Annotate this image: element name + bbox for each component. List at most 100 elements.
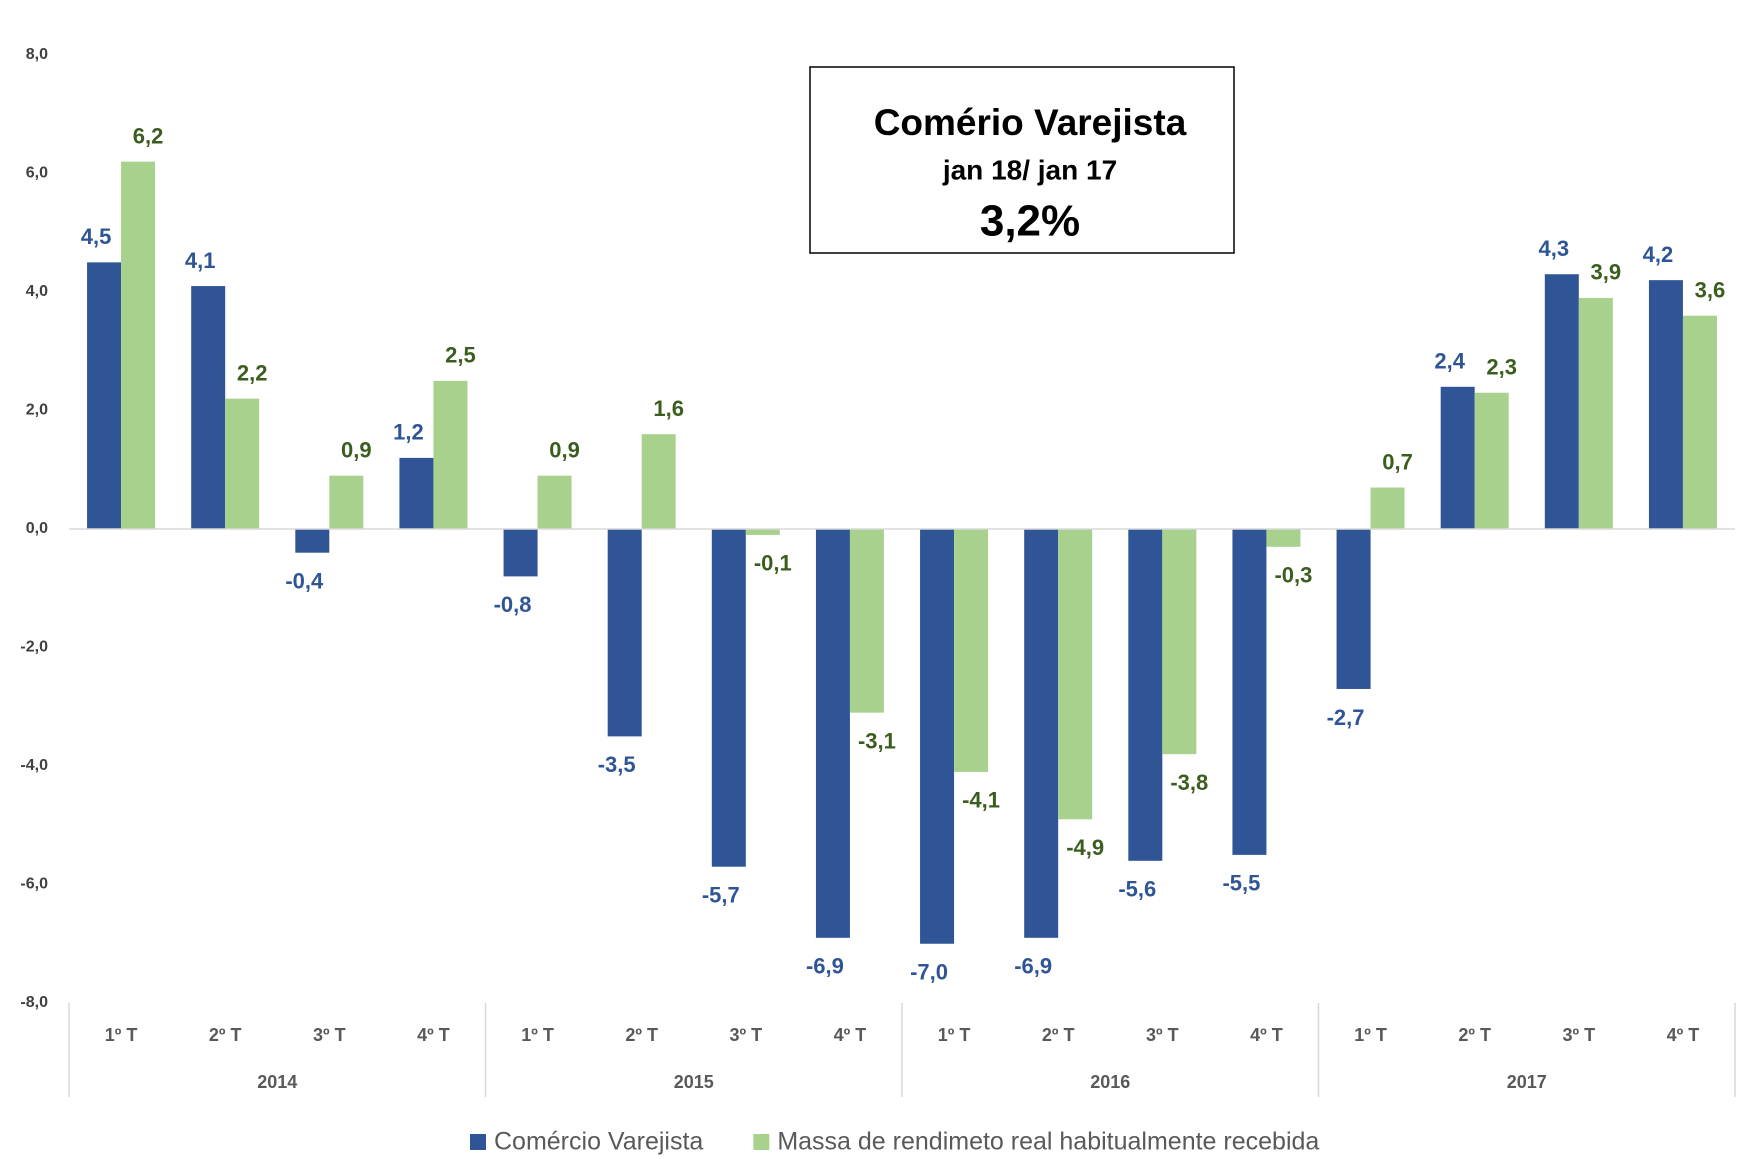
bar bbox=[1336, 529, 1371, 689]
bar bbox=[225, 398, 260, 529]
x-tick-label: 3º T bbox=[313, 1025, 346, 1045]
data-label: 3,6 bbox=[1695, 278, 1726, 303]
data-label: 0,9 bbox=[549, 437, 580, 462]
bar bbox=[1682, 315, 1717, 529]
data-label: -5,5 bbox=[1222, 871, 1260, 896]
y-tick-label: 6,0 bbox=[26, 165, 48, 182]
data-label: 0,7 bbox=[1382, 449, 1413, 474]
data-label: 6,2 bbox=[133, 123, 164, 148]
bar bbox=[1232, 529, 1267, 855]
bar bbox=[1024, 529, 1059, 938]
bar bbox=[1058, 529, 1093, 820]
bar bbox=[815, 529, 850, 938]
legend-label: Comércio Varejista bbox=[494, 1128, 703, 1156]
x-tick-label: 3º T bbox=[730, 1025, 763, 1045]
bar bbox=[607, 529, 642, 737]
data-label: -3,1 bbox=[858, 728, 896, 753]
bar bbox=[1474, 392, 1509, 529]
data-label: -5,7 bbox=[702, 883, 740, 908]
x-tick-label: 4º T bbox=[834, 1025, 867, 1045]
data-label: -3,5 bbox=[598, 752, 636, 777]
y-tick-label: 4,0 bbox=[26, 283, 48, 300]
legend-swatch bbox=[753, 1134, 770, 1150]
bar bbox=[1266, 529, 1301, 547]
data-label: 3,9 bbox=[1591, 260, 1622, 285]
legend-label: Massa de rendimeto real habitualmente re… bbox=[777, 1128, 1319, 1156]
data-label: -3,8 bbox=[1170, 770, 1208, 795]
bar bbox=[433, 380, 468, 529]
group-label: 2014 bbox=[257, 1072, 297, 1092]
annotation-box bbox=[809, 66, 1235, 254]
x-tick-label: 1º T bbox=[105, 1025, 138, 1045]
bar bbox=[1648, 280, 1683, 529]
x-tick-label: 4º T bbox=[1667, 1025, 1700, 1045]
data-label: 2,4 bbox=[1434, 349, 1465, 374]
data-label: 2,3 bbox=[1486, 355, 1517, 380]
data-label: 2,5 bbox=[445, 343, 476, 368]
bar bbox=[1544, 274, 1579, 529]
data-label: -6,9 bbox=[1014, 954, 1052, 979]
x-tick-label: 2º T bbox=[1458, 1025, 1491, 1045]
x-tick-label: 2º T bbox=[1042, 1025, 1075, 1045]
data-label: 1,6 bbox=[653, 396, 684, 421]
bar bbox=[1162, 529, 1197, 755]
x-tick-label: 1º T bbox=[1354, 1025, 1387, 1045]
bar bbox=[295, 529, 330, 553]
y-tick-label: 2,0 bbox=[26, 402, 48, 419]
legend-swatch bbox=[470, 1134, 486, 1150]
data-label: 4,5 bbox=[81, 224, 112, 249]
bar bbox=[121, 161, 156, 529]
bar bbox=[641, 434, 676, 529]
y-tick-label: -2,0 bbox=[20, 639, 48, 656]
bar bbox=[711, 529, 746, 867]
data-label: -7,0 bbox=[910, 960, 948, 985]
bar bbox=[954, 529, 989, 772]
data-label: -0,4 bbox=[285, 569, 324, 594]
x-tick-label: 4º T bbox=[417, 1025, 450, 1045]
y-tick-label: -6,0 bbox=[20, 876, 48, 893]
data-label: -6,9 bbox=[806, 954, 844, 979]
x-tick-label: 3º T bbox=[1563, 1025, 1596, 1045]
group-label: 2017 bbox=[1507, 1072, 1547, 1092]
x-tick-label: 1º T bbox=[521, 1025, 554, 1045]
bar bbox=[849, 529, 884, 713]
data-label: 4,1 bbox=[185, 248, 216, 273]
bar bbox=[1440, 386, 1475, 529]
data-label: -2,7 bbox=[1327, 705, 1365, 730]
data-label: -5,6 bbox=[1118, 877, 1156, 902]
data-label: -0,3 bbox=[1274, 563, 1312, 588]
annotation-title: Comério Varejista bbox=[874, 102, 1187, 143]
y-tick-label: -8,0 bbox=[20, 994, 48, 1011]
x-tick-label: 1º T bbox=[938, 1025, 971, 1045]
x-tick-label: 2º T bbox=[209, 1025, 242, 1045]
annotation-subtitle: jan 18/ jan 17 bbox=[942, 154, 1117, 185]
bar bbox=[537, 475, 572, 529]
bar bbox=[503, 529, 538, 577]
data-label: 0,9 bbox=[341, 437, 372, 462]
bar bbox=[1128, 529, 1163, 861]
data-label: -0,8 bbox=[494, 592, 532, 617]
annotation-value: 3,2% bbox=[980, 197, 1080, 246]
group-label: 2016 bbox=[1090, 1072, 1130, 1092]
data-label: 4,2 bbox=[1643, 242, 1674, 267]
data-label: 2,2 bbox=[237, 360, 268, 385]
bar bbox=[1578, 297, 1613, 529]
data-label: -4,1 bbox=[962, 788, 1000, 813]
bar bbox=[87, 262, 122, 529]
bar bbox=[920, 529, 955, 944]
bar bbox=[191, 286, 226, 529]
y-tick-label: -4,0 bbox=[20, 757, 48, 774]
x-tick-label: 3º T bbox=[1146, 1025, 1179, 1045]
data-label: 1,2 bbox=[393, 420, 424, 445]
y-tick-label: 8,0 bbox=[26, 46, 48, 63]
x-tick-label: 2º T bbox=[625, 1025, 658, 1045]
data-label: 4,3 bbox=[1539, 236, 1570, 261]
group-label: 2015 bbox=[674, 1072, 714, 1092]
bar bbox=[399, 457, 434, 529]
x-tick-label: 4º T bbox=[1250, 1025, 1283, 1045]
bar bbox=[329, 475, 364, 529]
data-label: -0,1 bbox=[754, 551, 792, 576]
bar bbox=[1370, 487, 1405, 529]
y-tick-label: 0,0 bbox=[26, 520, 48, 537]
